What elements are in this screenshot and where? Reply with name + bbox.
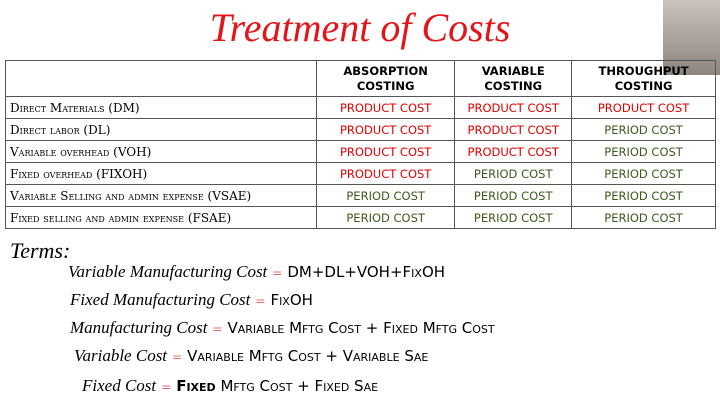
row-label: Direct Materials (DM) [5,96,317,119]
row-label: Direct labor (DL) [5,118,317,141]
term-name: Fixed Cost [82,376,157,395]
row-label: Variable Selling and admin expense (VSAE… [5,184,317,207]
term-line: Fixed Manufacturing Cost = FixOH [70,290,313,310]
term-line: Variable Cost = Variable Mftg Cost + Varia… [74,346,428,366]
row: Fixed overhead (FIXOH) PRODUCT COST PERIOD… [5,162,716,185]
cell: PRODUCT COST [315,96,456,119]
term-name: Variable Cost [74,346,168,365]
term-name: Manufacturing Cost [70,318,208,337]
equals: = [161,380,172,394]
cell: PRODUCT COST [315,118,456,141]
cell: PERIOD COST [315,184,456,207]
row: Direct Materials (DM) PRODUCT COST PRODUCT… [5,96,716,119]
term-line: Variable Manufacturing Cost = DM+DL+VOH+Fi… [68,262,445,282]
cell: PRODUCT COST [315,140,456,163]
title: Treatment of Costs [209,5,511,50]
header-cell [5,60,317,97]
term-line: Fixed Cost = Fixed Mftg Cost + Fixed Sae [82,376,378,396]
cell: PRODUCT COST [454,140,573,163]
cell: PERIOD COST [571,140,716,163]
term-name: Variable Manufacturing Cost [68,262,268,281]
definition: Variable Mftg Cost + Variable Sae [187,347,429,365]
term-name: Fixed Manufacturing Cost [70,290,251,309]
term-line: Manufacturing Cost = Variable Mftg Cost + … [70,318,495,338]
header-row: ABSORPTION COSTING VARIABLE COSTING THROUG… [5,60,716,97]
definition: Variable Mftg Cost + Fixed Mftg Cost [227,319,495,337]
cell: PRODUCT COST [571,96,716,119]
row-label: Variable overhead (VOH) [5,140,317,163]
definition: DM+DL+VOH+FixOH [287,263,446,281]
definition: Mftg Cost + Fixed Sae [215,377,379,395]
header-cell: ABSORPTION COSTING [315,60,456,97]
row: Fixed selling and admin expense (FSAE) PE… [5,206,716,229]
cell: PERIOD COST [571,162,716,185]
terms-heading: Terms: [10,238,71,263]
cell: PERIOD COST [571,206,716,229]
equals: = [272,266,283,280]
row-label: Fixed selling and admin expense (FSAE) [5,206,317,229]
cost-table: ABSORPTION COSTING VARIABLE COSTING THROUG… [5,60,716,229]
definition-bold: Fixed [176,377,216,395]
cell: PRODUCT COST [454,96,573,119]
equals: = [172,350,183,364]
row: Variable Selling and admin expense (VSAE… [5,184,716,207]
definition: FixOH [270,291,313,309]
cell: PERIOD COST [454,206,573,229]
equals: = [212,322,223,336]
cell: PERIOD COST [571,118,716,141]
cell: PERIOD COST [315,206,456,229]
equals: = [255,294,266,308]
cell: PERIOD COST [571,184,716,207]
cell: PERIOD COST [454,184,573,207]
row: Variable overhead (VOH) PRODUCT COST PRODU… [5,140,716,163]
row-label: Fixed overhead (FIXOH) [5,162,317,185]
header-cell: THROUGHPUT COSTING [571,60,716,97]
cell: PRODUCT COST [315,162,456,185]
cell: PRODUCT COST [454,118,573,141]
header-cell: VARIABLE COSTING [454,60,573,97]
row: Direct labor (DL) PRODUCT COST PRODUCT COS… [5,118,716,141]
cell: PERIOD COST [454,162,573,185]
